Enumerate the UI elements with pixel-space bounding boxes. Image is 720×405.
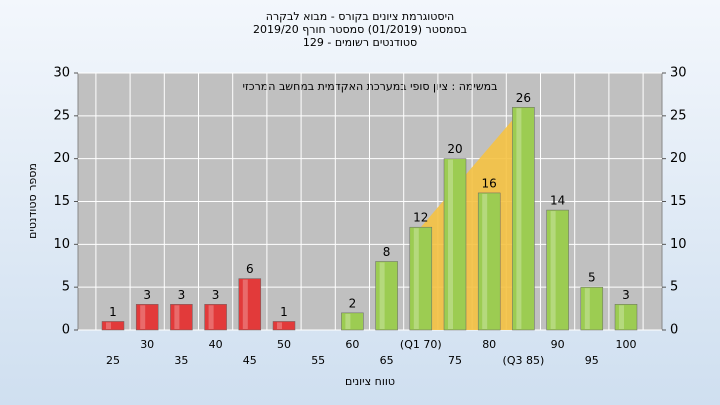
data-label: 12 xyxy=(413,211,428,225)
bar xyxy=(341,312,364,331)
chart-title: היסטוגרמת ציונים בקורס - מבוא לבקרה xyxy=(266,10,454,23)
bar xyxy=(546,209,569,331)
y-tick-label: 10 xyxy=(53,237,70,252)
x-axis-label: טווח ציונים xyxy=(345,375,395,388)
y2-tick-label: 15 xyxy=(670,194,687,209)
x-tick-label: (Q1 70) xyxy=(400,338,442,351)
x-tick-label: 80 xyxy=(482,338,496,351)
bar-shine xyxy=(379,262,385,329)
y2-tick-label: 25 xyxy=(670,108,687,123)
bar xyxy=(170,304,193,331)
bar-shine xyxy=(174,305,180,329)
x-tick-label: 30 xyxy=(140,338,154,351)
y-tick-label: 20 xyxy=(53,151,70,166)
x-tick-label: 50 xyxy=(277,338,291,351)
x-tick-label: 55 xyxy=(311,354,325,367)
y-tick-label: 30 xyxy=(53,66,70,81)
bar-shine xyxy=(345,313,351,329)
bar xyxy=(477,192,501,331)
x-tick-label: 90 xyxy=(551,338,565,351)
data-label: 20 xyxy=(447,142,462,156)
x-tick-label: 35 xyxy=(174,354,188,367)
x-tick-label: (Q3 85) xyxy=(503,354,545,367)
bar xyxy=(135,304,159,331)
y2-tick-label: 5 xyxy=(670,280,678,295)
data-label: 5 xyxy=(588,271,596,285)
data-label: 6 xyxy=(246,262,254,276)
x-tick-label: 60 xyxy=(345,338,359,351)
x-tick-label: 100 xyxy=(616,338,637,351)
bar-shine xyxy=(413,228,419,329)
bar xyxy=(409,226,433,331)
bar-shine xyxy=(242,279,248,329)
bar-shine xyxy=(277,322,282,329)
y-tick-label: 25 xyxy=(53,108,70,123)
y-tick-label: 0 xyxy=(62,323,70,338)
y2-tick-label: 10 xyxy=(670,237,687,252)
bar xyxy=(512,107,535,331)
bar-shine xyxy=(550,211,556,329)
bar-shine xyxy=(619,305,624,329)
data-label: 16 xyxy=(482,176,497,190)
bar xyxy=(375,261,398,331)
bar-shine xyxy=(208,305,214,329)
y2-tick-label: 30 xyxy=(670,66,687,81)
x-tick-label: 45 xyxy=(243,354,257,367)
data-label: 1 xyxy=(109,305,117,319)
bar xyxy=(272,321,296,331)
chart-subtitle: בסמסטר (01/2019) סמסטר חורף 2019/20 xyxy=(253,23,467,36)
data-label: 8 xyxy=(383,245,391,259)
data-label: 3 xyxy=(212,288,220,302)
data-label: 3 xyxy=(143,288,151,302)
x-tick-label: 40 xyxy=(209,338,223,351)
data-label: 2 xyxy=(349,296,357,310)
x-tick-label: 95 xyxy=(585,354,599,367)
bar-shine xyxy=(516,108,522,330)
x-tick-label: 25 xyxy=(106,354,120,367)
bar xyxy=(238,278,262,331)
data-label: 1 xyxy=(280,305,288,319)
data-label: 3 xyxy=(622,288,630,302)
y2-tick-label: 0 xyxy=(670,323,678,338)
bar-shine xyxy=(140,305,146,329)
bar-shine xyxy=(448,159,453,329)
bar xyxy=(204,304,227,331)
bar xyxy=(614,304,638,331)
chart-subtitle: סטודנטים רשומים - 129 xyxy=(303,36,417,49)
bar xyxy=(580,286,604,331)
bar-shine xyxy=(482,193,488,329)
bar-shine xyxy=(106,322,111,329)
x-tick-label: 75 xyxy=(448,354,462,367)
y-tick-label: 15 xyxy=(53,194,70,209)
data-label: 26 xyxy=(516,91,531,105)
bar xyxy=(101,321,125,331)
bar xyxy=(443,158,467,331)
bar-shine xyxy=(584,288,590,329)
data-label: 3 xyxy=(178,288,186,302)
y-axis-label: מספר סטודנטים xyxy=(26,163,39,239)
y2-tick-label: 20 xyxy=(670,151,687,166)
x-tick-label: 65 xyxy=(380,354,394,367)
data-label: 14 xyxy=(550,194,565,208)
y-tick-label: 5 xyxy=(62,280,70,295)
